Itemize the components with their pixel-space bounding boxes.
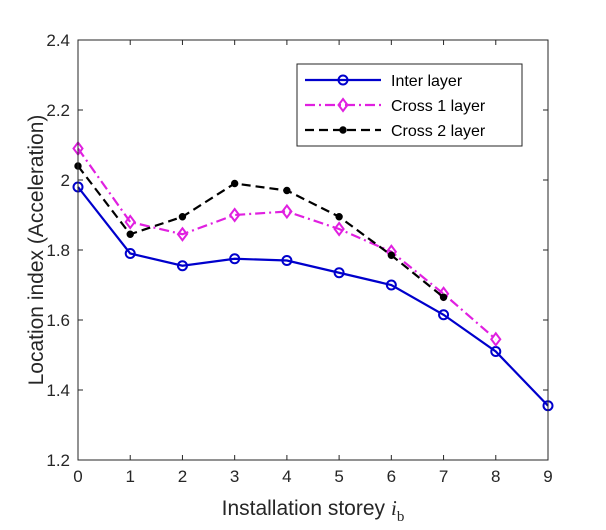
data-point [490, 331, 502, 347]
legend-marker [339, 126, 347, 134]
x-tick-label: 3 [230, 467, 239, 486]
y-tick-label: 2.4 [46, 31, 70, 50]
x-tick-label: 8 [491, 467, 500, 486]
data-point [385, 279, 397, 291]
y-tick-label: 1.6 [46, 311, 70, 330]
legend-entry: Inter layer [305, 73, 463, 90]
legend-label: Inter layer [391, 73, 463, 90]
x-axis-title-symbol: i [391, 496, 397, 520]
x-tick-label: 1 [125, 467, 134, 486]
x-tick-label: 2 [178, 467, 187, 486]
data-point [490, 346, 502, 357]
axes-layer: 0 1 2 3 4 5 6 7 8 9 1.2 1.4 1.6 1.8 2 2.2 2.4 [46, 31, 552, 486]
y-tick-label: 1.4 [46, 381, 70, 400]
legend-label: Cross 2 layer [391, 123, 486, 140]
series-line [77, 186, 549, 407]
data-point [439, 293, 448, 301]
data-point [438, 309, 450, 321]
data-point [387, 251, 396, 259]
x-tick-label: 6 [387, 467, 396, 486]
data-point [176, 260, 188, 272]
series-line [77, 165, 445, 299]
data-point [178, 213, 187, 221]
x-axis-title: Installation storey ib [222, 496, 405, 525]
legend-marker [337, 97, 349, 113]
data-point [124, 248, 136, 259]
legend-label: Cross 1 layer [391, 98, 486, 115]
y-axis-title: Location index (Acceleration) [25, 115, 48, 386]
y-tick-label: 2 [61, 171, 70, 190]
data-point [230, 179, 239, 188]
y-tick-label: 1.2 [46, 451, 70, 470]
data-point [176, 226, 189, 242]
data-point [333, 221, 345, 237]
x-tick-label: 4 [282, 467, 291, 486]
legend-marker [337, 74, 349, 86]
data-point [283, 186, 291, 195]
x-tick-label: 0 [73, 467, 82, 486]
legend: Inter layer Cross 1 layer Cross 2 layer [296, 63, 523, 147]
series-line [77, 147, 497, 341]
data-point [335, 213, 343, 221]
x-axis-title-text: Installation storey [222, 497, 386, 520]
x-tick-label: 7 [439, 467, 448, 486]
y-tick-label: 2.2 [46, 101, 70, 120]
data-point [281, 255, 293, 266]
x-axis-title-subscript: b [397, 509, 405, 525]
legend-entry: Cross 1 layer [305, 97, 486, 115]
data-point [281, 203, 293, 220]
data-point [333, 267, 345, 279]
data-point [124, 214, 136, 230]
data-point [126, 230, 134, 238]
data-point [228, 207, 241, 223]
data-point [229, 253, 241, 265]
y-tick-label: 1.8 [46, 241, 70, 260]
legend-entry: Cross 2 layer [305, 123, 486, 140]
x-tick-label: 9 [543, 467, 552, 486]
x-tick-label: 5 [334, 467, 343, 486]
series-3 [74, 162, 448, 301]
